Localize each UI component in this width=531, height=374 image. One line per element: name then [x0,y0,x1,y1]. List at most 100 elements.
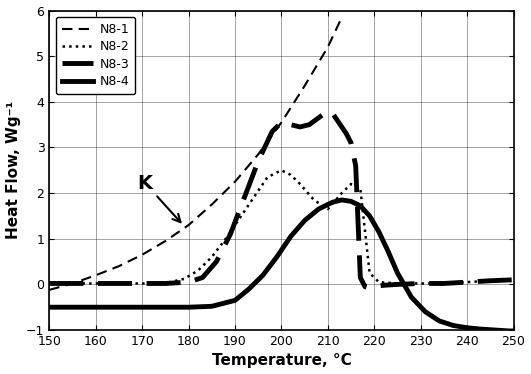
N8-3 [255,159,261,163]
N8-4 [464,325,470,330]
N8-4 [492,328,498,332]
N8-4 [139,305,145,309]
N8-4 [376,230,382,234]
N8-1 [46,288,53,292]
N8-1 [139,252,145,257]
N8-2 [395,281,401,286]
N8-2 [324,207,331,211]
Text: K: K [138,174,181,222]
N8-2 [70,281,76,286]
N8-3 [287,122,294,127]
N8-4 [260,273,266,278]
N8-3 [199,275,205,280]
N8-3 [162,281,168,286]
N8-4 [185,305,192,309]
N8-4 [408,295,415,300]
N8-2 [287,173,294,177]
N8-2 [222,236,229,241]
N8-3 [357,275,364,280]
N8-2 [278,168,285,172]
N8-3 [339,125,345,129]
Line: N8-3: N8-3 [49,111,513,288]
N8-3 [139,281,145,286]
N8-3 [92,281,99,286]
N8-4 [209,304,215,309]
N8-1 [255,152,261,157]
N8-4 [46,305,53,309]
N8-4 [116,305,122,309]
N8-3 [380,283,387,288]
N8-4 [395,271,401,275]
N8-3 [46,281,53,286]
N8-4 [506,329,512,333]
N8-2 [366,271,373,275]
N8-4 [348,199,354,203]
Line: N8-2: N8-2 [49,170,513,283]
Legend: N8-1, N8-2, N8-3, N8-4: N8-1, N8-2, N8-3, N8-4 [56,17,135,94]
N8-1 [209,202,215,207]
N8-3 [371,284,378,289]
N8-2 [46,281,53,286]
N8-4 [450,323,456,328]
N8-3 [213,259,220,264]
N8-2 [153,281,159,286]
N8-3 [241,196,247,200]
N8-3 [329,111,336,116]
N8-4 [510,329,517,333]
N8-4 [70,305,76,309]
N8-3 [362,284,368,289]
N8-2 [181,277,187,281]
N8-3 [510,278,517,282]
N8-3 [70,281,76,286]
Y-axis label: Heat Flow, Wg⁻¹: Heat Flow, Wg⁻¹ [5,101,21,239]
N8-3 [395,282,401,286]
N8-3 [315,116,322,120]
N8-3 [353,163,359,168]
N8-3 [464,280,470,284]
N8-3 [306,122,312,127]
N8-2 [116,281,122,286]
N8-2 [487,279,493,283]
N8-1 [232,180,238,184]
N8-1 [339,15,345,20]
N8-1 [92,273,99,278]
N8-3 [417,281,424,286]
N8-1 [302,84,308,88]
N8-3 [116,281,122,286]
Line: N8-1: N8-1 [49,18,342,290]
N8-4 [162,305,168,309]
N8-2 [236,216,243,220]
N8-4 [329,200,336,205]
N8-4 [273,255,280,259]
N8-1 [162,239,168,243]
N8-4 [422,310,429,314]
N8-2 [139,281,145,286]
N8-4 [436,319,442,323]
N8-2 [251,196,257,200]
N8-3 [487,279,493,283]
N8-1 [70,281,76,286]
N8-3 [334,118,340,122]
N8-2 [195,269,201,273]
N8-4 [478,327,484,331]
N8-4 [339,198,345,202]
N8-3 [269,129,276,134]
N8-4 [302,218,308,223]
N8-3 [343,132,349,136]
N8-2 [376,280,382,284]
N8-4 [315,207,322,211]
X-axis label: Temperature, °C: Temperature, °C [211,353,352,368]
N8-1 [324,45,331,49]
N8-3 [348,141,354,145]
N8-4 [357,204,364,208]
N8-1 [116,264,122,269]
N8-2 [311,198,317,202]
N8-2 [417,281,424,286]
N8-2 [264,175,271,180]
N8-2 [209,255,215,259]
N8-2 [510,278,517,282]
N8-2 [297,182,303,186]
N8-4 [92,305,99,309]
N8-1 [278,120,285,125]
Line: N8-4: N8-4 [49,200,513,331]
